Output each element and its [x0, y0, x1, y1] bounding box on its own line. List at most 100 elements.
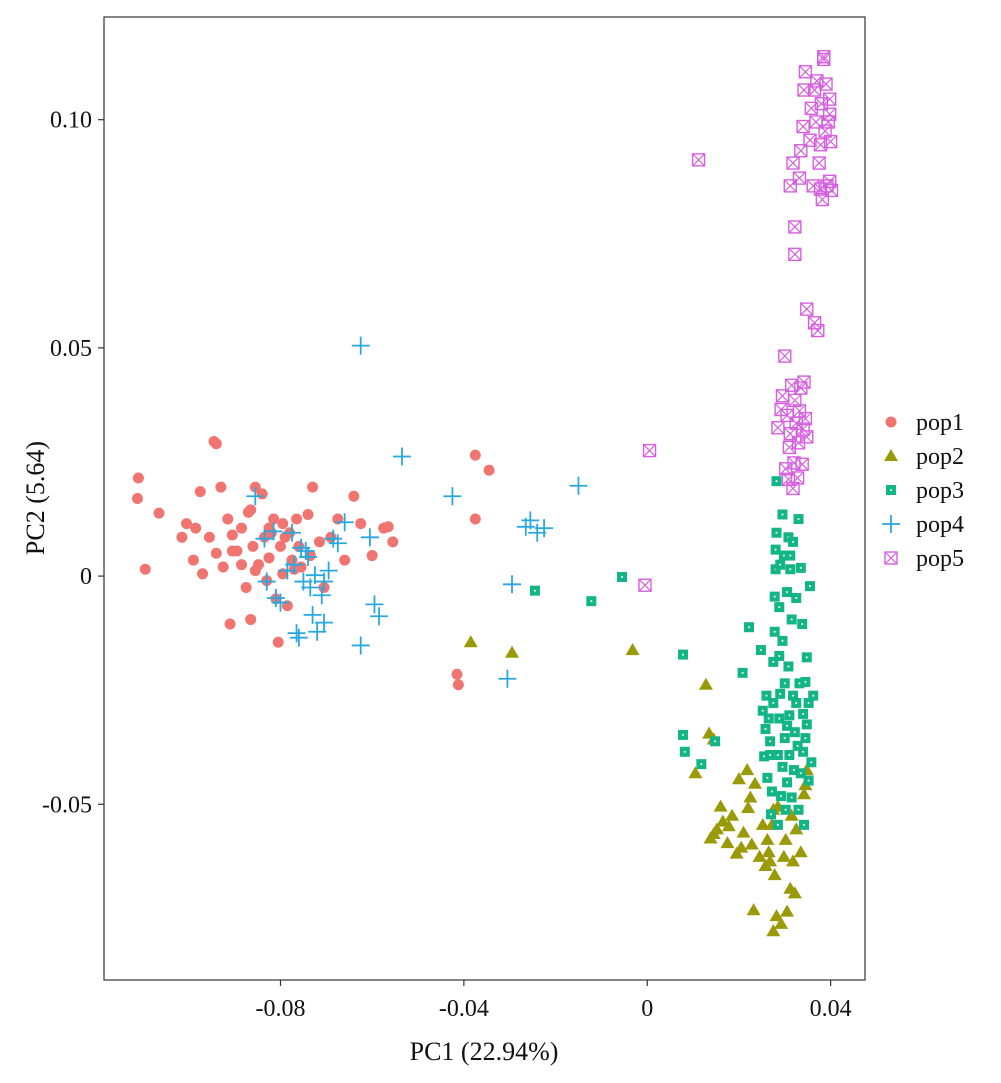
pop3-point	[762, 772, 773, 783]
plot-panel	[103, 16, 866, 981]
series-pop5	[638, 50, 839, 592]
pop5-point	[784, 378, 799, 393]
pop5-point	[792, 171, 807, 185]
pop3-point	[788, 690, 799, 701]
pop4-point	[257, 572, 276, 591]
pop1-point	[268, 513, 280, 525]
pop1-point	[274, 540, 286, 552]
pop1-point	[355, 518, 367, 530]
pop3-point	[678, 729, 689, 740]
pop1-point	[382, 521, 394, 533]
pop3-point	[792, 740, 803, 751]
pop3-point	[793, 804, 804, 815]
pop3-point	[786, 614, 797, 625]
pop2-point	[767, 868, 782, 881]
pop5-point	[800, 302, 814, 316]
x-tick-label: -0.04	[439, 996, 489, 1022]
pop2-point	[780, 904, 795, 917]
pop3-point	[768, 656, 779, 667]
pop1-point	[187, 554, 199, 566]
pop4-point	[285, 555, 304, 574]
pop3-point	[772, 819, 783, 830]
pop3-point	[678, 649, 689, 660]
pop2-point	[747, 776, 762, 789]
pop3-point	[771, 476, 782, 487]
pop5-point	[823, 92, 837, 106]
pop1-point	[483, 464, 495, 476]
pop2-point	[505, 645, 520, 658]
pop3-point	[770, 544, 781, 555]
pop5-point	[782, 440, 797, 455]
pop2-point	[769, 909, 784, 922]
x-tick-label: 0.04	[810, 996, 852, 1022]
pop2-point	[731, 772, 746, 785]
pop5-point	[788, 220, 802, 234]
pop3-point	[777, 509, 788, 520]
pop2-point	[725, 808, 740, 821]
pop3-point	[759, 751, 770, 762]
pop3-point	[804, 581, 815, 592]
pop5-point	[638, 578, 652, 592]
legend-label: pop3	[916, 478, 964, 504]
pop2-point	[703, 831, 718, 844]
pop1-point	[302, 508, 314, 520]
x-axis-title: PC1 (22.94%)	[410, 1037, 559, 1066]
pop5-point	[798, 411, 813, 426]
pop3-point	[757, 705, 768, 716]
pop4-point	[255, 529, 274, 548]
series-pop3	[529, 476, 819, 830]
pop1-point	[190, 522, 202, 534]
pop5-point	[819, 77, 833, 91]
pop2-point	[721, 819, 736, 832]
pop1-point	[256, 488, 268, 500]
pop4-point	[443, 487, 462, 506]
pop4-point	[289, 628, 308, 647]
y-tick-label: 0	[80, 564, 92, 590]
pop3-point	[800, 733, 811, 744]
pop5-point	[812, 156, 826, 170]
pop4-point	[308, 622, 327, 641]
pop2-point	[743, 790, 758, 803]
pop1-point	[215, 481, 227, 493]
pop4-point	[521, 511, 540, 530]
pop3-point	[808, 690, 819, 701]
pop4-point	[305, 566, 324, 585]
pop1-point	[226, 529, 238, 541]
pop1-point	[197, 568, 209, 580]
pop3-point	[710, 736, 721, 747]
y-tick-label: -0.05	[42, 792, 92, 818]
pop4-point	[319, 561, 338, 580]
legend-key-pop4	[882, 515, 900, 533]
pop3-point	[779, 678, 790, 689]
legend-key-pop5	[884, 551, 898, 565]
pop1-point	[210, 438, 222, 450]
pop4-point	[370, 607, 389, 626]
legend-item-pop3: pop3	[886, 478, 964, 504]
pop1-point	[249, 565, 261, 577]
pop1-point	[176, 531, 188, 543]
pop1-point	[469, 513, 481, 525]
pop3-point	[784, 710, 795, 721]
legend-key-pop1	[885, 416, 897, 428]
pop3-point	[586, 596, 597, 607]
x-tick-label: 0	[641, 996, 653, 1022]
pop1-point	[240, 581, 252, 593]
pop2-point	[736, 825, 751, 838]
pop2-point	[766, 924, 781, 937]
pop1-point	[181, 518, 193, 530]
pop3-point	[775, 559, 786, 570]
pop2-point	[734, 840, 749, 853]
pop2-point	[787, 886, 802, 899]
pop1-point	[339, 554, 351, 566]
pop5-point	[811, 323, 825, 338]
pop3-point	[776, 791, 787, 802]
pop4-point	[264, 522, 283, 541]
pop3-point	[786, 792, 797, 803]
pop4-point	[301, 578, 320, 597]
pop2-point	[793, 845, 808, 858]
pop2-point	[763, 854, 778, 867]
pop4-point	[303, 605, 322, 624]
legend-item-pop1: pop1	[885, 410, 964, 436]
pop3-point	[798, 746, 809, 757]
pop3-point	[791, 697, 802, 708]
